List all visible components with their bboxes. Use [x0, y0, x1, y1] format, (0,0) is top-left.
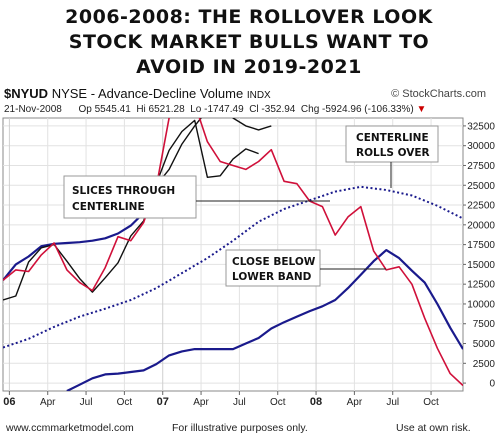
y-tick-label: 15000 [467, 260, 495, 271]
title-line-3: AVOID IN 2019-2021 [136, 56, 362, 78]
quote-low: Lo -1747.49 [190, 104, 244, 115]
annotation-line-2: ROLLS OVER [356, 147, 430, 159]
series-centerline [3, 185, 463, 349]
series-lower-band [66, 249, 463, 391]
y-tick-label: 20000 [467, 220, 495, 231]
series-lines [3, 118, 463, 391]
series-upper-band-mid [155, 119, 259, 184]
series-upper-band [3, 118, 272, 301]
quote-open: Op 5545.41 [78, 104, 131, 115]
annotation-line-1: SLICES THROUGH [72, 185, 175, 197]
y-tick-label: 12500 [467, 280, 495, 291]
symbol: $NYUD [4, 86, 49, 101]
annotation-line-2: LOWER BAND [232, 271, 312, 283]
quote-high: Hi 6521.28 [136, 104, 185, 115]
down-triangle-icon: ▼ [416, 104, 427, 115]
index-tag: INDX [246, 90, 271, 101]
footer-site[interactable]: www.ccmmarketmodel.com [6, 422, 134, 434]
symbol-description: NYSE - Advance-Decline Volume [51, 86, 244, 101]
x-tick-label: Oct [423, 397, 439, 408]
y-tick-label: 30000 [467, 141, 495, 152]
annotation-centerline-rolls-over: CENTERLINE ROLLS OVER [345, 125, 439, 188]
title-line-1: 2006-2008: THE ROLLOVER LOOK [65, 6, 433, 28]
brand-logo: © StockCharts.com [391, 88, 486, 100]
quote-date: 21-Nov-2008 [4, 104, 62, 115]
annotation-line-2: CENTERLINE [72, 201, 145, 213]
x-tick-label: Oct [117, 397, 133, 408]
x-tick-label: Apr [193, 397, 209, 408]
y-tick-label: 5000 [473, 339, 496, 350]
y-tick-label: 32500 [467, 121, 495, 132]
x-tick-label: 08 [310, 396, 322, 408]
y-tick-label: 10000 [467, 299, 495, 310]
footer-note-risk: Use at own risk. [396, 422, 471, 434]
x-tick-label: Apr [40, 397, 56, 408]
annotation-box [225, 249, 321, 287]
x-axis: 06 Apr Jul Oct 07 Apr Jul Oct 08 Apr Jul Oct [3, 391, 439, 408]
x-tick-label: Jul [386, 397, 399, 408]
annotation-box [345, 125, 439, 163]
title-line-2: STOCK MARKET BULLS WANT TO [68, 31, 430, 53]
y-axis: 0 2500 5000 7500 10000 12500 15000 17500 20000 22… [463, 121, 496, 390]
quote-line: 21-Nov-2008 Op 5545.41 Hi 6521.28 Lo -17… [4, 104, 426, 115]
symbol-line: $NYUD NYSE - Advance-Decline Volume INDX [4, 86, 271, 101]
series-lower-band-left [3, 192, 158, 281]
quote-change: Chg -5924.96 (-106.33%) [300, 104, 414, 115]
x-tick-label: Oct [270, 397, 286, 408]
y-tick-label: 2500 [473, 359, 496, 370]
y-tick-label: 0 [489, 379, 495, 390]
annotation-line-1: CLOSE BELOW [232, 256, 316, 268]
y-tick-label: 7500 [473, 319, 496, 330]
x-tick-label: 06 [3, 396, 15, 408]
y-tick-label: 27500 [467, 161, 495, 172]
y-tick-label: 17500 [467, 240, 495, 251]
annotation-line-1: CENTERLINE [356, 132, 429, 144]
x-tick-label: Apr [347, 397, 363, 408]
x-tick-label: Jul [80, 397, 93, 408]
x-tick-label: Jul [233, 397, 246, 408]
annotation-slices-through-centerline: SLICES THROUGH CENTERLINE [63, 175, 330, 219]
annotation-box [63, 175, 197, 219]
series-price [3, 118, 463, 387]
x-tick-label: 07 [157, 396, 169, 408]
annotation-close-below-lower-band: CLOSE BELOW LOWER BAND [225, 249, 386, 287]
y-tick-label: 25000 [467, 181, 495, 192]
footer-note-illustrative: For illustrative purposes only. [172, 422, 308, 434]
quote-close: Cl -352.94 [249, 104, 296, 115]
y-tick-label: 22500 [467, 201, 495, 212]
